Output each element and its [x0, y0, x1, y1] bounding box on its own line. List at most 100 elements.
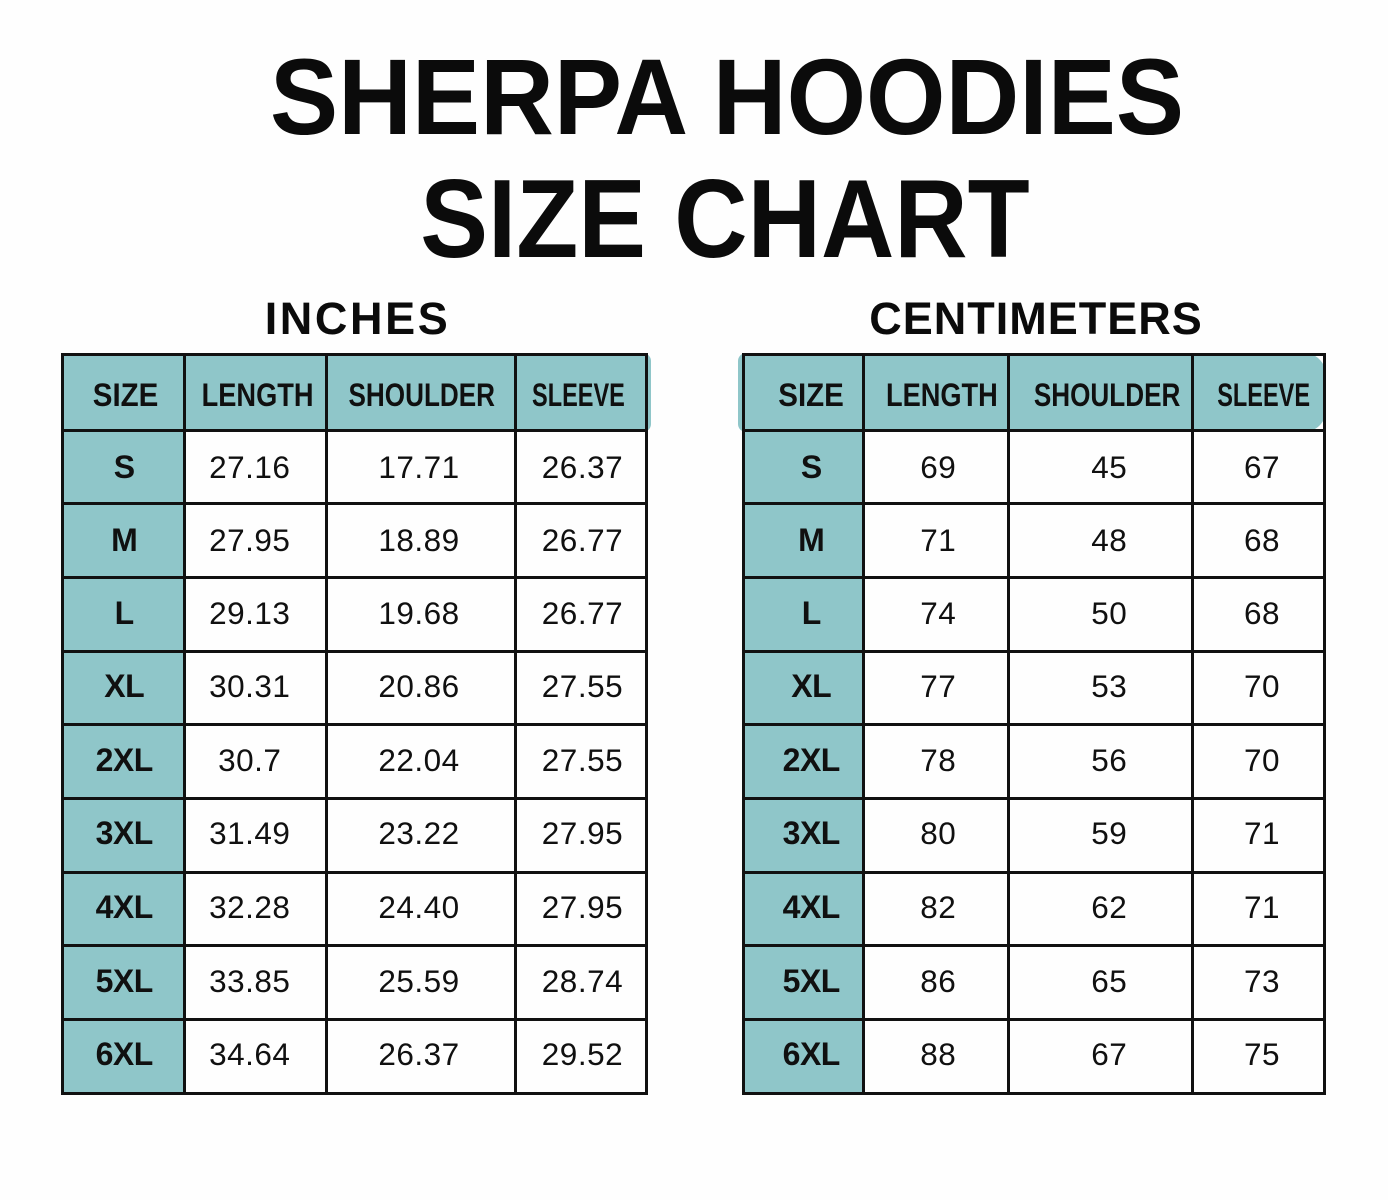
measurement-value: 88 [920, 1036, 957, 1073]
measurement-value-cell: 29.13 [183, 575, 328, 653]
measurement-value-cell: 33.85 [183, 944, 328, 1021]
size-label-cell: 4XL [741, 870, 865, 948]
table-row-5xl: 5XL 33.85 25.59 28.74 [61, 944, 648, 1021]
size-label: L [114, 594, 135, 631]
table-row-4xl: 4XL 32.28 24.40 27.95 [61, 870, 648, 948]
size-label-cell: 5XL [61, 944, 186, 1021]
measurement-value-cell: 32.28 [183, 870, 328, 948]
measurement-value: 77 [920, 667, 957, 704]
measurement-value-cell: 65 [1006, 944, 1194, 1021]
column-header-shoulder: SHOULDER [324, 353, 517, 432]
measurement-value: 53 [1091, 667, 1128, 704]
measurement-value: 71 [920, 521, 957, 558]
table-row-l: L 74 50 68 [741, 575, 1326, 653]
measurement-value: 59 [1091, 815, 1128, 852]
measurement-value: 34.64 [209, 1036, 291, 1073]
size-label: S [113, 449, 135, 486]
measurement-value: 25.59 [378, 962, 460, 999]
measurement-value: 69 [920, 449, 957, 486]
measurement-value-cell: 30.7 [183, 723, 328, 800]
measurement-value: 62 [1091, 888, 1128, 925]
measurement-value: 56 [1091, 741, 1128, 778]
column-header-label: LENGTH [202, 376, 314, 413]
page-title-line-1: SHERPA HOODIES [269, 36, 1184, 157]
measurement-value-cell: 74 [862, 575, 1010, 653]
size-label-cell: S [741, 428, 865, 506]
measurement-value-cell: 22.04 [324, 723, 517, 800]
table-row-5xl: 5XL 86 65 73 [741, 944, 1326, 1021]
measurement-value-cell: 48 [1006, 502, 1194, 579]
size-label-cell: 3XL [61, 796, 186, 874]
table-row-3xl: 3XL 80 59 71 [741, 796, 1326, 874]
centimeters-table-label: CENTIMETERS [869, 293, 1203, 344]
header-row: SIZE LENGTH SHOULDER SLEEVE [61, 353, 648, 432]
size-label: L [801, 594, 822, 631]
measurement-value: 26.37 [541, 449, 624, 486]
measurement-value-cell: 50 [1006, 575, 1194, 653]
measurement-value: 20.86 [378, 667, 460, 704]
measurement-value: 26.77 [541, 521, 624, 558]
column-header-length: LENGTH [862, 353, 1010, 432]
measurement-value: 27.95 [541, 815, 624, 852]
measurement-value: 27.55 [541, 667, 624, 704]
measurement-value-cell: 30.31 [183, 649, 328, 727]
size-label: 6XL [95, 1036, 154, 1073]
measurement-value-cell: 53 [1006, 649, 1194, 727]
table-row-s: S 27.16 17.71 26.37 [61, 428, 648, 506]
size-label-cell: XL [741, 649, 865, 727]
size-label: 6XL [782, 1036, 841, 1073]
measurement-value-cell: 62 [1006, 870, 1194, 948]
inches-size-table: SIZE LENGTH SHOULDER SLEEVE S 27.16 17.71 26.3… [61, 353, 648, 1095]
size-label-cell: 2XL [61, 723, 186, 800]
measurement-value-cell: 71 [1191, 870, 1326, 948]
size-label: 3XL [782, 815, 841, 852]
measurement-value-cell: 25.59 [324, 944, 517, 1021]
measurement-value-cell: 28.74 [513, 944, 648, 1021]
size-label-cell: 5XL [741, 944, 865, 1021]
measurement-value: 48 [1091, 521, 1128, 558]
measurement-value-cell: 67 [1191, 428, 1326, 506]
size-label-cell: L [741, 575, 865, 653]
measurement-value: 17.71 [378, 449, 460, 486]
measurement-value: 27.16 [209, 449, 291, 486]
measurement-value: 29.52 [541, 1036, 624, 1073]
measurement-value-cell: 70 [1191, 649, 1326, 727]
measurement-value-cell: 27.55 [513, 649, 648, 727]
measurement-value: 78 [920, 741, 957, 778]
table-row-3xl: 3XL 31.49 23.22 27.95 [61, 796, 648, 874]
measurement-value-cell: 73 [1191, 944, 1326, 1021]
measurement-value: 22.04 [378, 741, 460, 778]
measurement-value: 45 [1091, 449, 1128, 486]
size-label-cell: 4XL [61, 870, 186, 948]
measurement-value: 31.49 [209, 815, 291, 852]
measurement-value: 70 [1244, 667, 1281, 704]
measurement-value-cell: 20.86 [324, 649, 517, 727]
measurement-value: 26.37 [378, 1036, 460, 1073]
measurement-value: 18.89 [378, 521, 460, 558]
measurement-value: 27.95 [209, 521, 291, 558]
measurement-value: 28.74 [541, 962, 624, 999]
size-label: 3XL [95, 815, 154, 852]
measurement-value: 65 [1091, 962, 1128, 999]
measurement-value-cell: 77 [862, 649, 1010, 727]
size-label-cell: 6XL [741, 1018, 865, 1095]
measurement-value: 32.28 [209, 888, 291, 925]
measurement-value-cell: 71 [862, 502, 1010, 579]
measurement-value-cell: 86 [862, 944, 1010, 1021]
size-label-cell: M [61, 502, 186, 579]
measurement-value-cell: 78 [862, 723, 1010, 800]
measurement-value: 29.13 [209, 594, 291, 631]
column-header-sleeve: SLEEVE [1191, 353, 1326, 432]
inches-table-label: INCHES [264, 293, 451, 344]
column-header-length: LENGTH [183, 353, 328, 432]
size-label: M [111, 521, 138, 558]
measurement-value-cell: 27.95 [513, 796, 648, 874]
measurement-value: 70 [1244, 741, 1281, 778]
table-row-2xl: 2XL 78 56 70 [741, 723, 1326, 800]
table-row-6xl: 6XL 88 67 75 [741, 1018, 1326, 1095]
measurement-value-cell: 70 [1191, 723, 1326, 800]
size-label: M [798, 521, 825, 558]
column-header-label: LENGTH [885, 376, 998, 413]
table-row-xl: XL 30.31 20.86 27.55 [61, 649, 648, 727]
